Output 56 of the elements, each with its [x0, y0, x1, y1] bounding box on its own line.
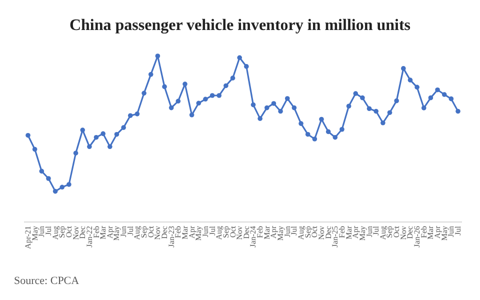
x-tick-label: Dec	[242, 226, 251, 239]
x-tick-label: Mar	[262, 226, 272, 240]
x-tick-label: Nov	[316, 226, 326, 240]
x-tick-label: Jun	[119, 226, 128, 238]
x-tick-label: Oct	[310, 225, 320, 238]
x-tick-label: Feb	[337, 226, 346, 238]
x-tick-label: Oct	[392, 225, 402, 238]
x-tick-label: Nov	[235, 226, 244, 240]
x-tick-label: Apr	[269, 226, 278, 238]
x-tick-label: Mar	[180, 226, 190, 240]
x-tick-label: Feb	[92, 226, 101, 238]
x-tick-label: Aug	[378, 226, 388, 240]
x-tick-label: Jul	[372, 225, 381, 236]
x-tick-label: May	[194, 226, 204, 241]
source-note: Source: CPCA	[14, 275, 80, 287]
x-tick-label: Aug	[296, 226, 306, 240]
x-tick-label: Feb	[419, 226, 428, 238]
x-tick-label: Mar	[98, 226, 108, 240]
x-tick-label: Jul	[454, 225, 462, 236]
x-tick-label: Apr-21	[24, 226, 32, 249]
x-tick-label: Apr	[105, 226, 114, 238]
chart-title: China passenger vehicle inventory in million units	[69, 17, 411, 34]
x-tick-label: Dec	[406, 226, 415, 239]
x-tick-label: Aug	[50, 226, 60, 240]
x-tick-label: Jan-26	[412, 226, 422, 248]
x-tick-label: Jul	[290, 225, 299, 236]
x-tick-label: Feb	[256, 226, 265, 238]
x-tick-label: Apr	[187, 226, 196, 238]
x-tick-label: Jan-23	[166, 226, 176, 248]
x-tick-label: Dec	[160, 226, 170, 239]
x-tick-label: May	[30, 226, 40, 241]
x-tick-label: Aug	[132, 226, 142, 240]
x-tick-label: Feb	[174, 226, 183, 238]
x-tick-label: Mar	[344, 226, 354, 240]
x-tick-label: Jul	[126, 225, 135, 236]
x-tick-label: Jan-22	[84, 226, 94, 248]
x-tick-label: May	[112, 226, 122, 241]
x-tick-label: Dec	[324, 226, 333, 239]
x-tick-label: Nov	[153, 226, 162, 240]
x-tick-label: Mar	[426, 226, 436, 240]
x-tick-label: Aug	[214, 226, 224, 240]
x-tick-label: Dec	[78, 226, 88, 239]
x-tick-label: Jun	[446, 226, 456, 238]
x-tick-label: Apr	[351, 226, 360, 238]
x-tick-label: Jan-25	[330, 226, 340, 248]
x-tick-label: May	[276, 226, 286, 241]
x-tick-label: Sep	[140, 226, 149, 238]
x-tick-label: Nov	[71, 226, 80, 240]
x-tick-label: Jul	[208, 225, 217, 236]
x-tick-label: Sep	[385, 226, 394, 238]
x-tick-label: Jul	[44, 225, 53, 236]
x-tick-label: Apr	[433, 226, 442, 238]
x-tick-label: Nov	[398, 226, 408, 240]
x-tick-label: Jan-24	[248, 226, 258, 248]
x-tick-label: Jun	[37, 226, 46, 238]
x-tick-label: Sep	[58, 226, 67, 238]
